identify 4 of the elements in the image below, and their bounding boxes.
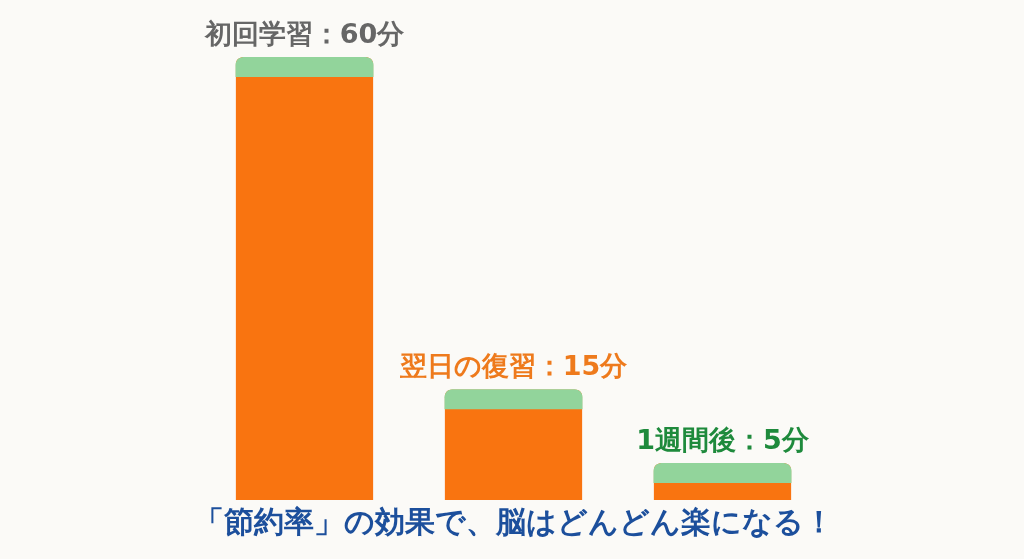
text: 「節約率」の効果で、脳はどんどん楽になる！	[193, 504, 834, 539]
data-label: 初回学習：60分	[203, 18, 406, 49]
data-label: 1週間後：5分	[636, 424, 810, 456]
data-label: 翌日の復習：15分	[398, 350, 629, 382]
